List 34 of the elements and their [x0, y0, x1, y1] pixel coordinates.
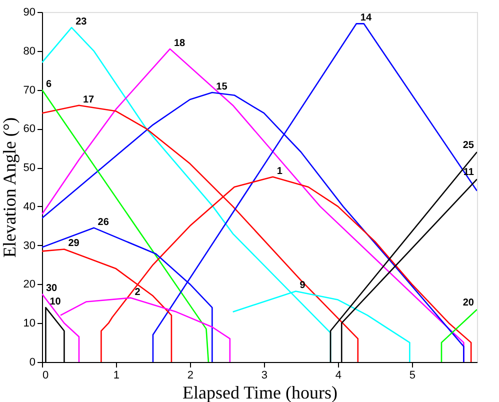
series-label: 10 — [50, 296, 62, 308]
series-label: 1 — [276, 166, 283, 177]
y-axis-title: Elevation Angle (°) — [0, 117, 20, 258]
x-tick-label: 2 — [187, 370, 194, 382]
y-tick-label: 70 — [23, 84, 36, 96]
series-label: 9 — [300, 280, 306, 292]
series-label: 20 — [462, 298, 474, 308]
series-label: 14 — [360, 12, 372, 24]
x-tick-label: 3 — [261, 370, 268, 382]
series-label: 30 — [46, 282, 58, 294]
y-tick-label: 60 — [23, 123, 36, 136]
x-tick-label: 5 — [409, 370, 416, 382]
x-tick-label: 1 — [113, 370, 120, 382]
y-tick-label: 10 — [23, 318, 36, 330]
y-tick-label: 90 — [23, 6, 36, 18]
x-tick-label: 0 — [42, 370, 49, 382]
y-tick-label: 0 — [29, 356, 36, 368]
series-label: 29 — [68, 238, 80, 250]
series-label: 23 — [76, 16, 88, 28]
y-tick-label: 80 — [23, 45, 36, 58]
y-tick-label: 30 — [23, 240, 36, 252]
series-label: 25 — [462, 140, 474, 151]
y-tick-label: 20 — [23, 278, 36, 291]
series-label: 18 — [174, 38, 186, 49]
series-label: 15 — [216, 82, 228, 92]
series-label: 2 — [134, 286, 141, 298]
y-tick-label: 50 — [23, 162, 36, 174]
series-label: 11 — [463, 167, 474, 178]
series-label: 26 — [98, 216, 110, 228]
x-tick-label: 4 — [335, 370, 342, 382]
series-label: 17 — [82, 94, 95, 106]
x-axis-title: Elapsed Time (hours) — [182, 382, 338, 402]
series-label: 6 — [46, 78, 52, 90]
y-tick-label: 40 — [23, 200, 36, 213]
